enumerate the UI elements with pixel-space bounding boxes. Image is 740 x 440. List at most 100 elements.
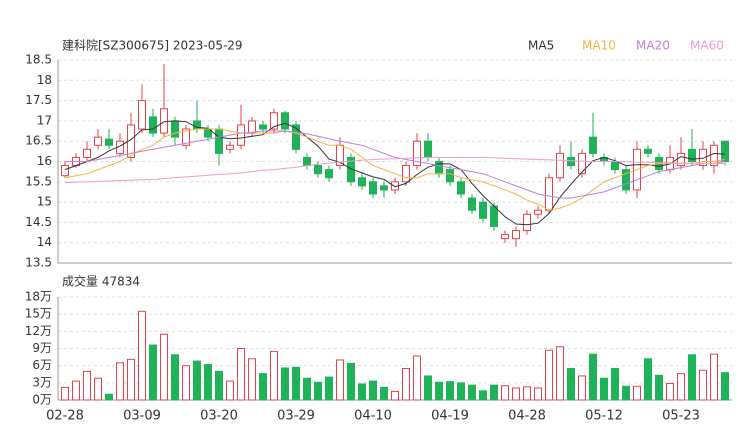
volume-bar: [512, 387, 520, 401]
y-tick-label: 16.5: [25, 134, 52, 148]
volume-bar: [259, 373, 267, 401]
volume-bar: [391, 390, 399, 401]
candle-body: [644, 148, 652, 154]
candle-body: [468, 197, 476, 211]
volume-bar: [369, 380, 377, 401]
volume-bar: [413, 355, 421, 401]
candle-body: [501, 234, 509, 240]
y-tick-label: 18.5: [25, 53, 52, 67]
volume-bar: [611, 368, 619, 401]
volume-bar: [226, 380, 234, 401]
volume-bar: [699, 369, 707, 401]
y-tick-label: 16: [37, 154, 52, 168]
volume-bar: [633, 385, 641, 401]
volume-bar: [457, 382, 465, 401]
candle-body: [534, 209, 542, 215]
volume-bar: [61, 386, 69, 401]
y-tick-label: 15.5: [25, 174, 52, 188]
volume-bar: [567, 368, 575, 401]
volume-bar: [501, 385, 509, 401]
y-tick-label: 15: [37, 195, 52, 209]
volume-title: 成交量 47834: [62, 274, 140, 289]
volume-bar: [193, 360, 201, 401]
candle-body: [479, 201, 487, 219]
chart-title: 建科院[SZ300675] 2023-05-29: [62, 39, 243, 53]
volume-bar: [127, 358, 135, 401]
candle-body: [369, 181, 377, 195]
candle-body: [226, 144, 234, 150]
volume-bar: [347, 362, 355, 401]
candle-body: [61, 165, 69, 177]
x-tick-label: 03-29: [277, 409, 315, 424]
x-tick-label: 05-23: [662, 409, 700, 424]
volume-bar: [358, 383, 366, 401]
y-tick-label: 14.5: [25, 215, 52, 229]
candle-body: [523, 213, 531, 232]
x-tick-label: 04-28: [508, 409, 546, 424]
candle-body: [325, 169, 333, 179]
volume-bar: [479, 390, 487, 401]
candle-body: [545, 177, 553, 211]
candle-body: [380, 185, 388, 191]
ma-line: [64, 128, 726, 211]
volume-bar: [237, 348, 245, 401]
x-tick-label: 04-10: [354, 409, 392, 424]
y-tick-label: 14: [37, 235, 52, 249]
candle-body: [578, 152, 586, 175]
y-tick-label: 15万: [25, 307, 52, 321]
candle-body: [94, 136, 102, 146]
candle-body: [567, 156, 575, 167]
candle-body: [402, 165, 410, 183]
volume-bar: [600, 377, 608, 401]
y-tick-label: 17.5: [25, 93, 52, 107]
volume-bar: [424, 375, 432, 401]
candle-body: [281, 112, 289, 130]
y-tick-label: 18万: [25, 290, 52, 304]
candle-body: [105, 138, 113, 146]
volume-bar: [182, 365, 190, 401]
legend-label: MA20: [636, 39, 670, 53]
volume-bar: [281, 367, 289, 401]
y-tick-label: 9万: [32, 341, 52, 355]
x-tick-label: 02-28: [46, 409, 84, 424]
volume-bar: [160, 333, 168, 401]
volume-bar: [105, 393, 113, 401]
ma-line: [65, 130, 726, 199]
volume-bar: [556, 346, 564, 401]
ma-line: [64, 120, 726, 226]
candle-body: [413, 140, 421, 167]
volume-bar: [655, 374, 663, 401]
volume-bar: [248, 358, 256, 401]
volume-bar: [402, 368, 410, 401]
volume-bar: [710, 353, 718, 401]
volume-bar: [545, 349, 553, 401]
y-tick-label: 3万: [32, 375, 52, 389]
volume-bar: [523, 386, 531, 401]
x-tick-label: 03-09: [123, 409, 161, 424]
y-tick-label: 6万: [32, 358, 52, 372]
candle-body: [182, 128, 190, 146]
volume-bar: [435, 381, 443, 401]
x-tick-label: 05-12: [585, 409, 623, 424]
y-tick-label: 17: [37, 113, 52, 127]
candle-body: [699, 148, 707, 167]
candle-body: [138, 100, 146, 130]
volume-bar: [270, 350, 278, 401]
y-tick-label: 13.5: [25, 256, 52, 270]
volume-bar: [204, 364, 212, 401]
candle-body: [160, 108, 168, 134]
volume-bar: [688, 354, 696, 401]
volume-bar: [578, 375, 586, 401]
candle-body: [457, 181, 465, 195]
legend-label: MA5: [528, 39, 554, 53]
volume-bar: [303, 377, 311, 401]
volume-bar: [644, 358, 652, 401]
x-tick-label: 03-20: [200, 409, 238, 424]
legend-label: MA60: [690, 39, 724, 53]
candle-body: [710, 144, 718, 167]
volume-bar: [292, 366, 300, 401]
candle-body: [237, 124, 245, 146]
volume-bar: [336, 359, 344, 401]
y-tick-label: 18: [37, 73, 52, 87]
candle-body: [303, 156, 311, 167]
